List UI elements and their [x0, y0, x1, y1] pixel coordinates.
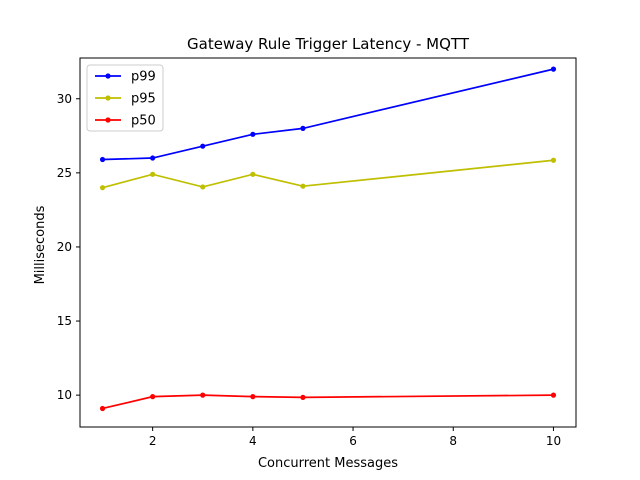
x-tick-label: 8 — [449, 434, 457, 448]
y-tick-label: 25 — [57, 166, 72, 180]
data-point-p50 — [300, 394, 306, 400]
y-tick-label: 15 — [57, 314, 72, 328]
x-tick-label: 10 — [546, 434, 561, 448]
legend-box — [86, 64, 164, 132]
data-point-p99 — [300, 125, 306, 131]
legend-marker-p99 — [105, 73, 111, 79]
series-line-p99 — [102, 68, 554, 161]
data-point-p95 — [200, 184, 206, 190]
x-axis-label: Concurrent Messages — [258, 456, 398, 471]
data-point-p95 — [250, 171, 256, 177]
x-tick-label: 4 — [249, 434, 257, 448]
x-tick-label: 2 — [149, 434, 157, 448]
data-point-p95 — [300, 183, 306, 189]
legend-label-p95: p95 — [131, 92, 156, 107]
data-point-p99 — [200, 143, 206, 149]
data-point-p99 — [99, 156, 106, 163]
plot-area: 2 4 6 8 10 10 15 20 25 30 — [57, 57, 577, 448]
data-point-p50 — [99, 405, 106, 412]
data-point-p95 — [99, 185, 106, 191]
series-line-p50 — [102, 394, 554, 410]
data-point-p99 — [250, 131, 256, 137]
legend: p99 p95 p50 — [86, 64, 164, 132]
chart-title: Gateway Rule Trigger Latency - MQTT — [187, 35, 470, 53]
data-point-p95 — [550, 157, 557, 163]
y-axis-label: Milliseconds — [33, 205, 48, 284]
x-tick-label: 6 — [349, 434, 357, 448]
legend-label-p99: p99 — [131, 70, 156, 85]
axes-frame — [79, 57, 577, 428]
y-tick-label: 20 — [57, 240, 72, 254]
data-point-p50 — [550, 392, 557, 398]
y-tick-label: 30 — [57, 92, 72, 106]
legend-label-p50: p50 — [131, 114, 156, 129]
legend-marker-p50 — [105, 117, 111, 123]
data-point-p50 — [150, 394, 156, 400]
data-point-p50 — [250, 394, 256, 400]
data-point-p50 — [200, 392, 206, 398]
data-point-p95 — [150, 171, 156, 177]
legend-marker-p95 — [105, 95, 111, 101]
series-line-p95 — [102, 159, 554, 189]
data-point-p99 — [150, 155, 156, 161]
data-point-p99 — [550, 66, 557, 72]
y-tick-label: 10 — [57, 388, 72, 402]
